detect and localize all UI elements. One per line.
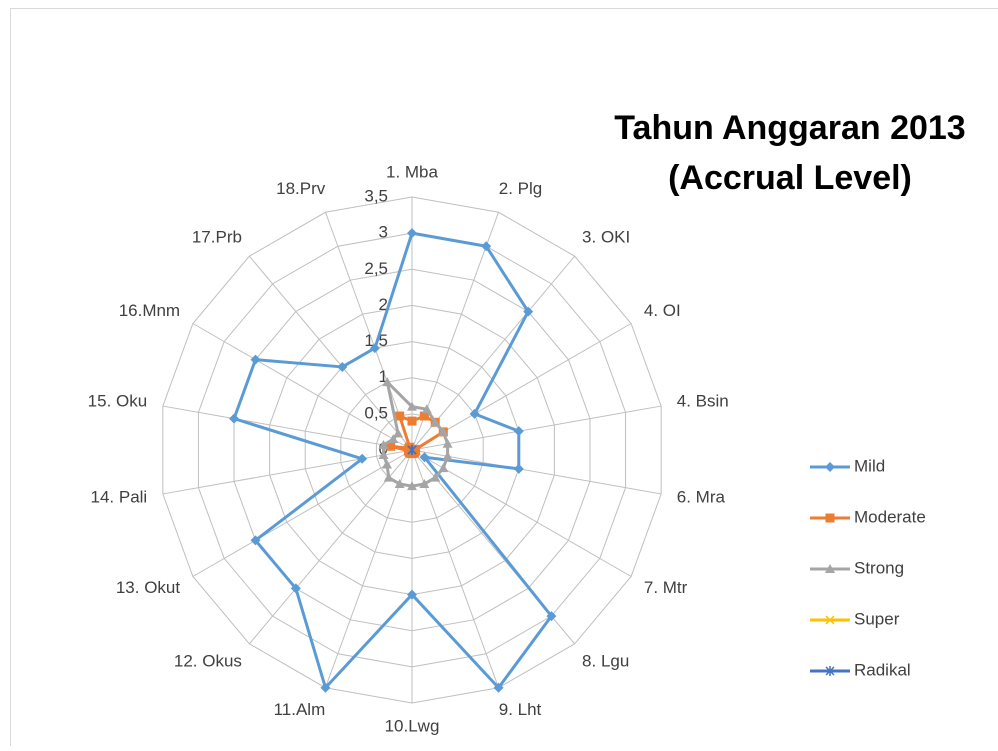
- category-label: 13. Okut: [116, 578, 181, 597]
- legend-label: Strong: [854, 558, 904, 577]
- category-label: 4. OI: [644, 301, 681, 320]
- chart-title: Tahun Anggaran 2013: [614, 109, 965, 147]
- r-tick-label: 3: [379, 223, 388, 242]
- category-label: 14. Pali: [91, 488, 148, 507]
- legend-label: Radikal: [854, 660, 911, 679]
- category-label: 15. Oku: [88, 391, 148, 410]
- legend-label: Mild: [854, 456, 885, 475]
- category-label: 11.Alm: [274, 700, 326, 719]
- category-label: 17.Prb: [192, 227, 242, 246]
- category-label: 16.Mnm: [119, 301, 180, 320]
- category-label: 6. Mra: [677, 488, 726, 507]
- category-label: 10.Lwg: [385, 716, 440, 735]
- marker: [826, 514, 835, 523]
- category-label: 9. Lht: [499, 700, 542, 719]
- category-label: 18.Prv: [276, 179, 326, 198]
- marker: [408, 417, 417, 426]
- category-label: 7. Mtr: [644, 578, 688, 597]
- r-tick-label: 0,5: [364, 403, 388, 422]
- category-label: 1. Mba: [386, 162, 439, 181]
- category-label: 3. OKI: [582, 227, 630, 246]
- r-tick-label: 2,5: [364, 259, 388, 278]
- category-label: 2. Plg: [499, 179, 542, 198]
- category-label: 12. Okus: [174, 652, 242, 671]
- legend-label: Super: [854, 609, 900, 628]
- category-label: 8. Lgu: [582, 652, 629, 671]
- chart-title: (Accrual Level): [668, 159, 912, 197]
- category-label: 4. Bsin: [677, 391, 729, 410]
- r-tick-label: 3,5: [364, 186, 388, 205]
- legend-label: Moderate: [854, 507, 926, 526]
